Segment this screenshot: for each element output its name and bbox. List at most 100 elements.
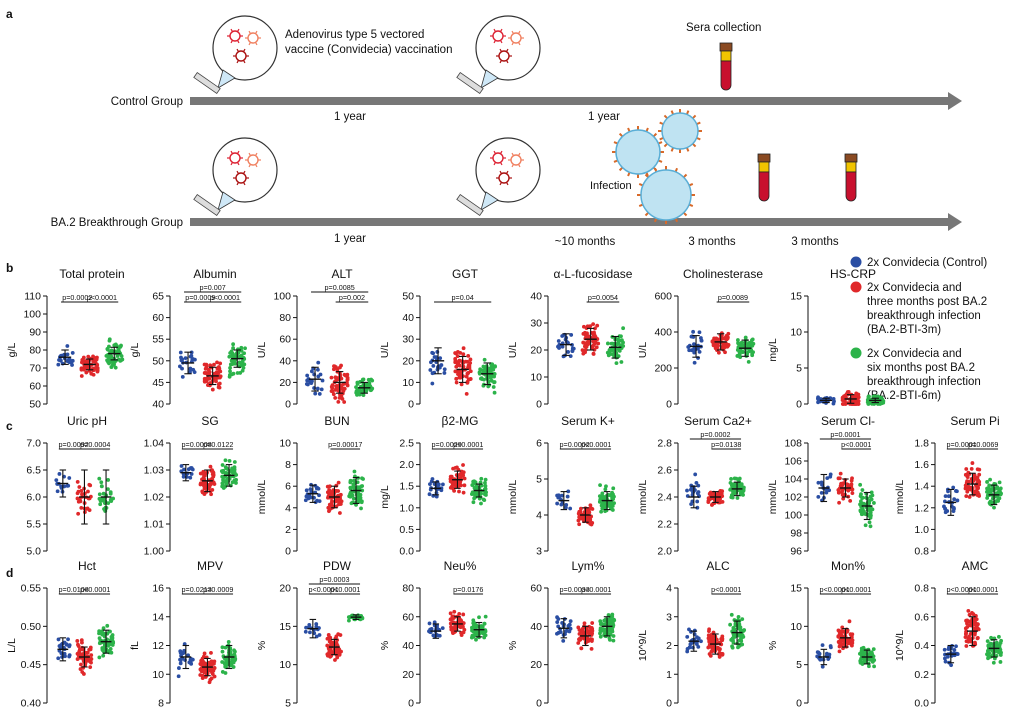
sars-cov-2-icon [612,126,664,178]
data-point [317,633,322,637]
data-point [860,647,865,652]
virus-spike [254,42,258,46]
data-point [220,463,225,467]
data-point [187,660,192,665]
data-point [88,665,93,670]
chart-title: Serum Ca2+ [684,414,752,428]
data-point [462,476,467,481]
data-point [228,369,232,374]
data-point [226,640,231,644]
chart-bun: BUN 0 2 4 6 8 10 mmol/L p=0.00017 [256,414,365,558]
y-tick-label: 100 [784,510,802,522]
y-tick-label: 60 [530,583,542,595]
data-point [210,672,215,676]
data-point [619,360,624,364]
vaccine-bubble-icon [456,15,541,95]
y-axis-label: mg/L [767,338,779,362]
chart-serum-cl-: Serum Cl- 96 98 100 102 104 106 108 mmol/L p=0.00… [767,414,876,558]
virus-spike [499,150,503,154]
data-point [359,484,363,489]
data-point [479,501,483,506]
data-point [459,382,464,387]
data-point [749,348,754,352]
data-point [177,666,181,670]
data-point [596,341,601,346]
y-tick-label: 90 [29,327,41,339]
y-tick-label: 10 [402,377,414,389]
chart-alc: ALC 0 1 2 3 4 10^9/L p<0.0001 [637,559,747,710]
data-point [325,636,330,641]
data-point [310,379,314,384]
virus-spike [499,182,503,186]
data-point [837,500,841,505]
data-point [736,614,741,619]
data-point [966,639,971,644]
data-point [589,522,594,527]
data-point [600,496,605,500]
data-point [618,343,623,348]
data-point [846,488,851,493]
data-point [304,382,309,386]
legend: 2x Convidecia (Control) 2x Convidecia and… [850,256,987,402]
y-tick-label: 98 [790,528,802,540]
data-point [230,353,234,358]
data-point [428,368,433,372]
data-point [110,643,115,647]
y-tick-label: 16 [152,583,164,595]
data-point [611,486,616,491]
data-point [869,506,873,510]
y-tick-label: 3 [536,546,542,558]
data-point [349,501,354,506]
virus-spike [517,164,521,168]
data-point [728,480,733,485]
data-point [692,350,697,355]
data-point [453,465,458,470]
data-point [459,483,463,488]
data-point [188,475,193,480]
control-group-label: Control Group [111,96,183,108]
data-point [994,648,998,653]
data-point [453,356,458,361]
data-point [333,658,337,662]
y-tick-label: 40 [279,355,291,367]
y-tick-label: 0.2 [914,669,929,681]
data-point [210,387,215,392]
data-point [483,477,488,482]
data-point [178,650,183,655]
y-tick-label: 20 [530,659,542,671]
data-point [998,660,1003,664]
data-point [203,371,208,375]
data-point [985,639,990,644]
data-point [91,359,96,364]
data-point [94,357,99,361]
data-point [837,649,842,654]
tube-blood [758,171,770,202]
data-point [210,668,215,672]
data-point [598,483,602,487]
data-point [224,466,229,471]
y-axis-label: fL [129,641,141,650]
data-point [86,489,90,494]
data-point [845,482,850,487]
data-point [470,483,475,487]
chart-albumin: Albumin 40 45 50 55 60 65 g/L p=0.007p=0.0009p<0… [129,267,247,411]
p-value-label: p=0.0004 [80,440,110,449]
data-point [583,348,588,352]
data-point [348,486,353,491]
y-tick-label: 10 [152,669,164,681]
y-tick-label: 4 [666,583,672,595]
data-point [824,490,829,495]
y-tick-label: 2 [666,640,672,652]
data-point [482,621,487,626]
data-point [239,361,244,366]
virus-spike [499,60,503,64]
data-point [746,342,751,347]
data-point [64,642,69,647]
data-point [695,635,699,640]
data-point [67,357,71,362]
data-point [435,367,440,372]
data-point [457,612,462,616]
data-point [974,476,979,481]
data-point [335,655,340,660]
